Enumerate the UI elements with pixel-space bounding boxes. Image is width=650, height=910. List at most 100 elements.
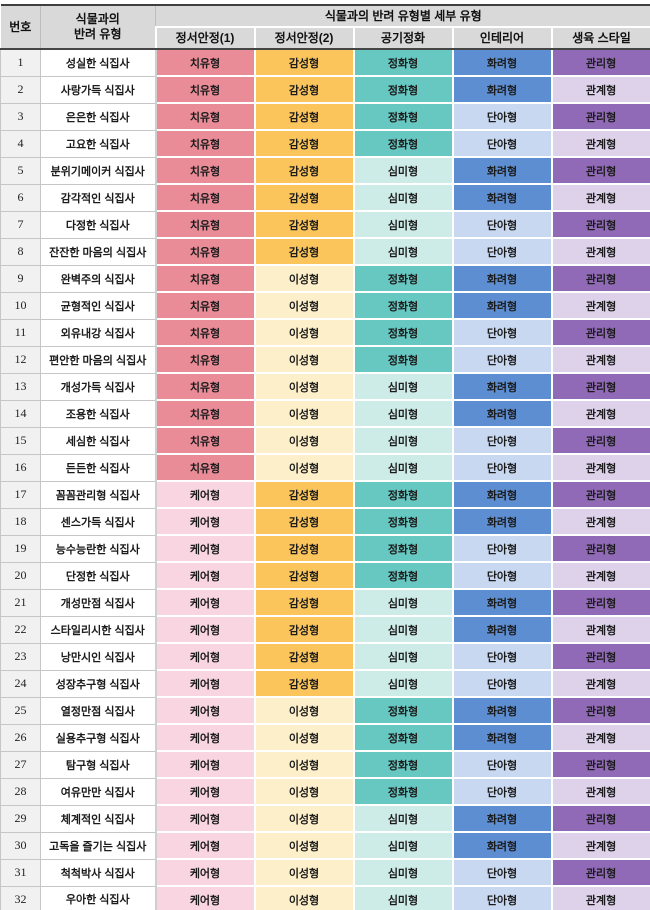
detail-growth-style-cell: 관리형 [550,318,650,347]
companion-type-name: 균형적인 식집사 [40,291,157,320]
row-number: 4 [0,129,41,158]
table-row: 15 세심한 식집사 치유형 이성형 심미형 단아형 관리형 [0,426,650,455]
detail-emotional-stability-1-cell: 케어형 [154,480,256,509]
detail-interior-cell: 화려형 [451,183,553,212]
row-number: 29 [0,804,41,833]
companion-type-name: 개성만점 식집사 [40,588,157,617]
detail-emotional-stability-2-cell: 이성형 [253,399,355,428]
row-number: 8 [0,237,41,266]
companion-type-name: 고요한 식집사 [40,129,157,158]
detail-emotional-stability-2-cell: 이성형 [253,885,355,910]
detail-emotional-stability-2-cell: 감성형 [253,534,355,563]
detail-emotional-stability-2-cell: 이성형 [253,831,355,860]
detail-emotional-stability-1-cell: 치유형 [154,102,256,131]
detail-interior-cell: 화려형 [451,156,553,185]
table-row: 26 실용추구형 식집사 케어형 이성형 정화형 화려형 관계형 [0,723,650,752]
detail-emotional-stability-1-cell: 케어형 [154,777,256,806]
companion-type-name: 열정만점 식집사 [40,696,157,725]
plant-companion-type-table: 번호 식물과의 반려 유형 식물과의 반려 유형별 세부 유형 정서안정(1) … [0,4,650,910]
row-number: 9 [0,264,41,293]
detail-air-purification-cell: 심미형 [352,615,454,644]
table-row: 3 은은한 식집사 치유형 감성형 정화형 단아형 관리형 [0,102,650,131]
detail-growth-style-cell: 관계형 [550,345,650,374]
row-number: 15 [0,426,41,455]
detail-air-purification-cell: 심미형 [352,237,454,266]
detail-interior-cell: 화려형 [451,399,553,428]
companion-type-name: 척척박사 식집사 [40,858,157,887]
detail-growth-style-cell: 관계형 [550,885,650,910]
companion-type-name: 꼼꼼관리형 식집사 [40,480,157,509]
detail-growth-style-cell: 관계형 [550,507,650,536]
table-row: 7 다정한 식집사 치유형 감성형 심미형 단아형 관리형 [0,210,650,239]
detail-air-purification-cell: 정화형 [352,318,454,347]
row-number: 28 [0,777,41,806]
detail-interior-cell: 단아형 [451,102,553,131]
detail-emotional-stability-2-cell: 이성형 [253,453,355,482]
detail-emotional-stability-1-cell: 치유형 [154,291,256,320]
detail-emotional-stability-2-cell: 이성형 [253,804,355,833]
detail-growth-style-cell: 관계형 [550,723,650,752]
detail-growth-style-cell: 관리형 [550,102,650,131]
detail-emotional-stability-2-cell: 감성형 [253,210,355,239]
row-number: 19 [0,534,41,563]
table-row: 23 낭만시인 식집사 케어형 감성형 심미형 단아형 관리형 [0,642,650,671]
detail-interior-cell: 화려형 [451,615,553,644]
detail-emotional-stability-2-cell: 감성형 [253,129,355,158]
companion-type-name: 사랑가득 식집사 [40,75,157,104]
detail-air-purification-cell: 정화형 [352,291,454,320]
detail-emotional-stability-1-cell: 케어형 [154,858,256,887]
detail-emotional-stability-1-cell: 케어형 [154,615,256,644]
detail-emotional-stability-2-cell: 이성형 [253,426,355,455]
detail-air-purification-cell: 심미형 [352,642,454,671]
detail-growth-style-cell: 관리형 [550,372,650,401]
detail-interior-cell: 화려형 [451,372,553,401]
detail-interior-cell: 화려형 [451,723,553,752]
table-row: 28 여유만만 식집사 케어형 이성형 정화형 단아형 관계형 [0,777,650,806]
detail-emotional-stability-2-cell: 이성형 [253,777,355,806]
detail-air-purification-cell: 정화형 [352,507,454,536]
detail-growth-style-cell: 관리형 [550,642,650,671]
detail-interior-cell: 단아형 [451,237,553,266]
detail-emotional-stability-1-cell: 치유형 [154,453,256,482]
detail-air-purification-cell: 심미형 [352,831,454,860]
row-number: 10 [0,291,41,320]
row-number: 32 [0,885,41,910]
companion-type-name: 여유만만 식집사 [40,777,157,806]
detail-emotional-stability-2-cell: 감성형 [253,642,355,671]
detail-growth-style-cell: 관계형 [550,399,650,428]
detail-emotional-stability-1-cell: 치유형 [154,426,256,455]
detail-interior-cell: 단아형 [451,210,553,239]
detail-emotional-stability-2-cell: 이성형 [253,291,355,320]
detail-air-purification-cell: 심미형 [352,372,454,401]
detail-emotional-stability-2-cell: 이성형 [253,345,355,374]
row-number: 24 [0,669,41,698]
table-row: 10 균형적인 식집사 치유형 이성형 정화형 화려형 관계형 [0,291,650,320]
detail-air-purification-cell: 심미형 [352,210,454,239]
row-number: 23 [0,642,41,671]
row-number: 18 [0,507,41,536]
detail-emotional-stability-2-cell: 이성형 [253,696,355,725]
detail-interior-cell: 단아형 [451,885,553,910]
detail-air-purification-cell: 심미형 [352,156,454,185]
detail-growth-style-cell: 관계형 [550,75,650,104]
table-row: 2 사랑가득 식집사 치유형 감성형 정화형 화려형 관계형 [0,75,650,104]
detail-emotional-stability-1-cell: 치유형 [154,129,256,158]
detail-air-purification-cell: 심미형 [352,588,454,617]
detail-interior-cell: 화려형 [451,696,553,725]
detail-emotional-stability-2-cell: 이성형 [253,264,355,293]
companion-type-name: 은은한 식집사 [40,102,157,131]
detail-air-purification-cell: 정화형 [352,129,454,158]
detail-interior-cell: 단아형 [451,129,553,158]
row-number: 16 [0,453,41,482]
table-row: 8 잔잔한 마음의 식집사 치유형 감성형 심미형 단아형 관계형 [0,237,650,266]
detail-interior-cell: 화려형 [451,588,553,617]
table-row: 11 외유내강 식집사 치유형 이성형 정화형 단아형 관리형 [0,318,650,347]
table-row: 21 개성만점 식집사 케어형 감성형 심미형 화려형 관리형 [0,588,650,617]
detail-air-purification-cell: 심미형 [352,804,454,833]
table-row: 19 능수능란한 식집사 케어형 감성형 정화형 단아형 관리형 [0,534,650,563]
detail-air-purification-cell: 정화형 [352,561,454,590]
detail-air-purification-cell: 정화형 [352,750,454,779]
table-row: 18 센스가득 식집사 케어형 감성형 정화형 화려형 관계형 [0,507,650,536]
detail-emotional-stability-1-cell: 케어형 [154,804,256,833]
detail-emotional-stability-2-cell: 이성형 [253,372,355,401]
